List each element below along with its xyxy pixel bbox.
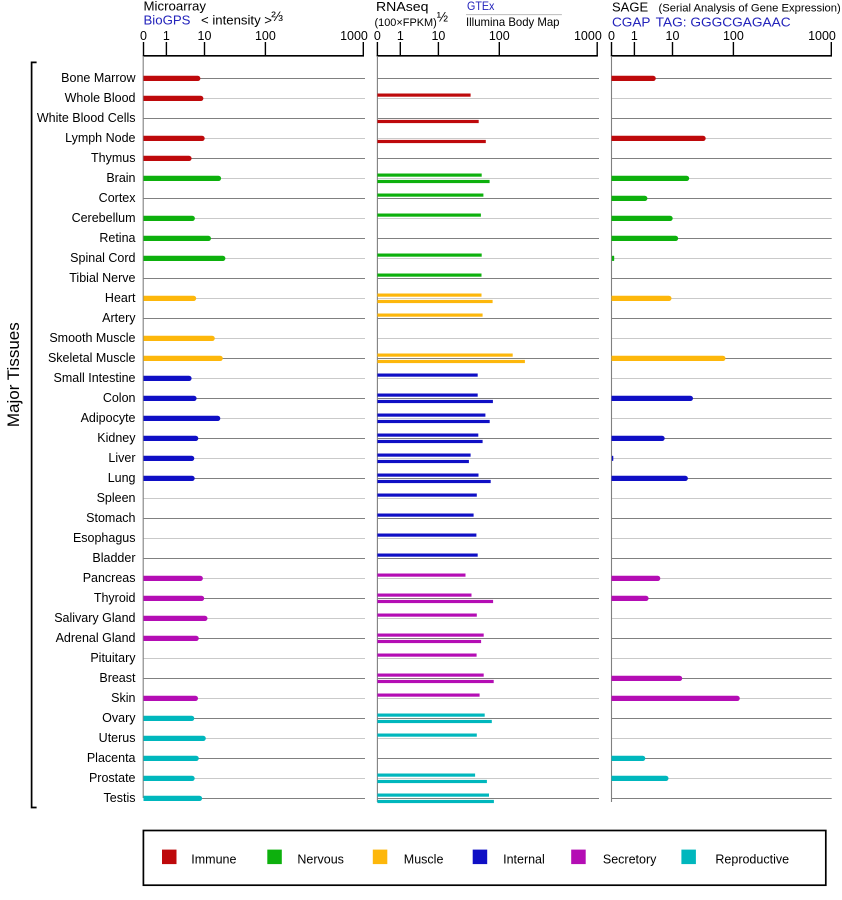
svg-text:100: 100 — [489, 29, 510, 43]
svg-text:White Blood Cells: White Blood Cells — [37, 111, 136, 125]
svg-text:Artery: Artery — [102, 311, 136, 325]
svg-text:Lung: Lung — [108, 471, 136, 485]
svg-text:Illumina Body Map: Illumina Body Map — [466, 15, 560, 29]
svg-text:Pancreas: Pancreas — [83, 571, 136, 585]
svg-text:Salivary Gland: Salivary Gland — [54, 611, 135, 625]
svg-text:Small Intestine: Small Intestine — [54, 371, 136, 385]
svg-text:Adipocyte: Adipocyte — [81, 411, 136, 425]
svg-text:1000: 1000 — [340, 29, 368, 43]
svg-text:100: 100 — [255, 29, 276, 43]
svg-text:Pituitary: Pituitary — [90, 651, 136, 665]
svg-text:Thyroid: Thyroid — [94, 591, 136, 605]
svg-text:BioGPS: BioGPS — [144, 13, 191, 27]
svg-text:1: 1 — [631, 29, 638, 43]
svg-text:Esophagus: Esophagus — [73, 531, 136, 545]
svg-text:Testis: Testis — [104, 791, 136, 805]
svg-text:Smooth Muscle: Smooth Muscle — [49, 331, 135, 345]
svg-text:SAGE: SAGE — [612, 0, 648, 14]
svg-text:Internal: Internal — [503, 852, 545, 866]
svg-text:Microarray: Microarray — [144, 0, 207, 14]
svg-text:Cortex: Cortex — [99, 191, 137, 205]
svg-text:TAG: GGGCGAGAAC: TAG: GGGCGAGAAC — [656, 15, 791, 30]
svg-text:Spleen: Spleen — [97, 491, 136, 505]
svg-text:Placenta: Placenta — [87, 751, 136, 765]
svg-text:Whole Blood: Whole Blood — [65, 91, 136, 105]
svg-text:Retina: Retina — [99, 231, 135, 245]
svg-text:Adrenal Gland: Adrenal Gland — [56, 631, 136, 645]
svg-text:Lymph Node: Lymph Node — [65, 131, 135, 145]
svg-text:0: 0 — [608, 29, 615, 43]
svg-text:Spinal Cord: Spinal Cord — [70, 251, 135, 265]
svg-text:Brain: Brain — [106, 171, 135, 185]
svg-text:½: ½ — [437, 10, 448, 25]
svg-text:Stomach: Stomach — [86, 511, 135, 525]
svg-text:Skeletal Muscle: Skeletal Muscle — [48, 351, 136, 365]
svg-text:(100×FPKM): (100×FPKM) — [375, 17, 437, 29]
svg-text:1: 1 — [397, 29, 404, 43]
svg-text:10: 10 — [431, 29, 445, 43]
svg-text:1000: 1000 — [808, 29, 836, 43]
svg-text:Skin: Skin — [111, 691, 135, 705]
svg-text:Reproductive: Reproductive — [715, 852, 789, 866]
svg-text:Muscle: Muscle — [404, 852, 444, 866]
svg-text:CGAP: CGAP — [612, 15, 651, 30]
svg-text:10: 10 — [666, 29, 680, 43]
svg-text:Secretory: Secretory — [603, 852, 657, 866]
svg-text:⅔: ⅔ — [271, 8, 283, 24]
svg-text:100: 100 — [723, 29, 744, 43]
svg-text:Cerebellum: Cerebellum — [72, 211, 136, 225]
svg-text:Nervous: Nervous — [297, 852, 344, 866]
svg-text:GTEx: GTEx — [467, 0, 494, 13]
svg-text:(Serial Analysis of Gene Expre: (Serial Analysis of Gene Expression) — [659, 2, 841, 14]
svg-text:Thymus: Thymus — [91, 151, 135, 165]
svg-text:1000: 1000 — [574, 29, 602, 43]
svg-text:0: 0 — [140, 29, 147, 43]
svg-text:10: 10 — [198, 29, 212, 43]
svg-text:Bone Marrow: Bone Marrow — [61, 71, 136, 85]
svg-text:Uterus: Uterus — [99, 731, 136, 745]
svg-text:Immune: Immune — [191, 852, 236, 866]
svg-text:Heart: Heart — [105, 291, 136, 305]
svg-text:Ovary: Ovary — [102, 711, 136, 725]
svg-text:0: 0 — [374, 29, 381, 43]
svg-text:Breast: Breast — [99, 671, 136, 685]
svg-text:Major Tissues: Major Tissues — [4, 322, 23, 427]
svg-text:< intensity >: < intensity > — [201, 13, 272, 27]
svg-text:Colon: Colon — [103, 391, 136, 405]
svg-text:Tibial Nerve: Tibial Nerve — [69, 271, 135, 285]
svg-text:Prostate: Prostate — [89, 771, 136, 785]
svg-text:Liver: Liver — [108, 451, 135, 465]
svg-text:Kidney: Kidney — [97, 431, 136, 445]
svg-text:Bladder: Bladder — [92, 551, 135, 565]
svg-text:RNAseq: RNAseq — [376, 0, 428, 14]
svg-text:1: 1 — [163, 29, 170, 43]
